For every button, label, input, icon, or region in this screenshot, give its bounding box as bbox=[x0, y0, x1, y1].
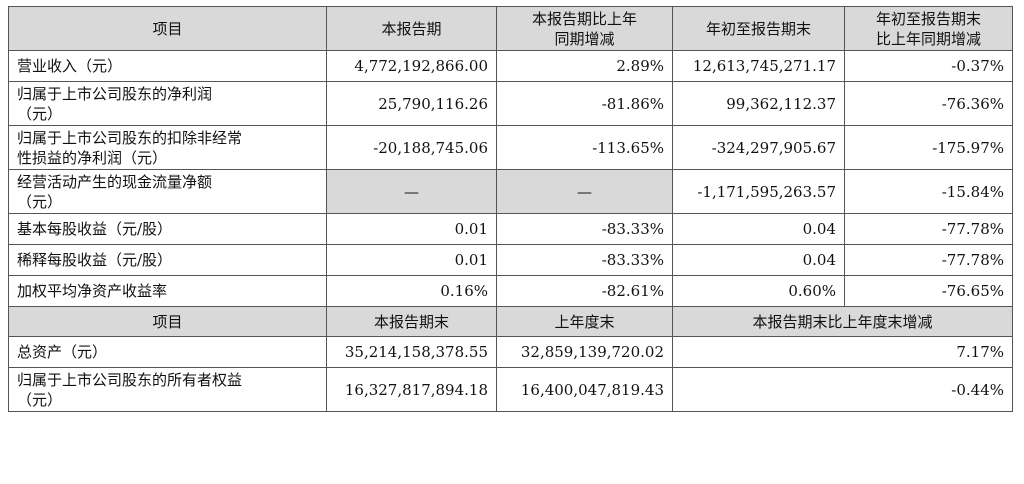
row-label: 营业收入（元） bbox=[8, 50, 327, 82]
cell-value: 0.01 bbox=[326, 244, 497, 276]
cell-value: -20,188,745.06 bbox=[326, 125, 497, 170]
cell-value: 0.16% bbox=[326, 275, 497, 307]
cell-value: -113.65% bbox=[496, 125, 673, 170]
cell-value: 12,613,745,271.17 bbox=[672, 50, 845, 82]
table-row: 稀释每股收益（元/股） 0.01 -83.33% 0.04 -77.78% bbox=[8, 244, 1013, 276]
table-header-row: 项目 本报告期 本报告期比上年 同期增减 年初至报告期末 年初至报告期末 比上年… bbox=[8, 6, 1013, 51]
table-row: 归属于上市公司股东的所有者权益 （元） 16,327,817,894.18 16… bbox=[8, 367, 1013, 412]
cell-value-empty: — bbox=[326, 169, 497, 214]
cell-value: 0.04 bbox=[672, 244, 845, 276]
cell-value: 0.01 bbox=[326, 213, 497, 245]
header-current-period-yoy: 本报告期比上年 同期增减 bbox=[496, 6, 673, 51]
cell-value-empty: — bbox=[496, 169, 673, 214]
table-row: 总资产（元） 35,214,158,378.55 32,859,139,720.… bbox=[8, 336, 1013, 368]
cell-value: 25,790,116.26 bbox=[326, 81, 497, 126]
table-row: 归属于上市公司股东的净利润 （元） 25,790,116.26 -81.86% … bbox=[8, 81, 1013, 126]
header-item: 项目 bbox=[8, 306, 327, 337]
table-row: 经营活动产生的现金流量净额 （元） — — -1,171,595,263.57 … bbox=[8, 169, 1013, 214]
header-period-end: 本报告期末 bbox=[326, 306, 497, 337]
cell-value: -76.65% bbox=[844, 275, 1013, 307]
cell-value: -175.97% bbox=[844, 125, 1013, 170]
row-label: 归属于上市公司股东的所有者权益 （元） bbox=[8, 367, 327, 412]
financial-data-table: 项目 本报告期 本报告期比上年 同期增减 年初至报告期末 年初至报告期末 比上年… bbox=[8, 6, 1013, 412]
row-label: 总资产（元） bbox=[8, 336, 327, 368]
row-label: 归属于上市公司股东的扣除非经常 性损益的净利润（元） bbox=[8, 125, 327, 170]
cell-value: 0.60% bbox=[672, 275, 845, 307]
table-row: 加权平均净资产收益率 0.16% -82.61% 0.60% -76.65% bbox=[8, 275, 1013, 307]
cell-value: -324,297,905.67 bbox=[672, 125, 845, 170]
cell-value: 0.04 bbox=[672, 213, 845, 245]
header-ytd: 年初至报告期末 bbox=[672, 6, 845, 51]
cell-value: -1,171,595,263.57 bbox=[672, 169, 845, 214]
cell-value: -76.36% bbox=[844, 81, 1013, 126]
table-row: 归属于上市公司股东的扣除非经常 性损益的净利润（元） -20,188,745.0… bbox=[8, 125, 1013, 170]
cell-value: -0.37% bbox=[844, 50, 1013, 82]
cell-value: 7.17% bbox=[672, 336, 1013, 368]
cell-value: -81.86% bbox=[496, 81, 673, 126]
table-row: 营业收入（元） 4,772,192,866.00 2.89% 12,613,74… bbox=[8, 50, 1013, 82]
cell-value: -15.84% bbox=[844, 169, 1013, 214]
cell-value: 4,772,192,866.00 bbox=[326, 50, 497, 82]
cell-value: 32,859,139,720.02 bbox=[496, 336, 673, 368]
header-prior-year-end: 上年度末 bbox=[496, 306, 673, 337]
row-label: 归属于上市公司股东的净利润 （元） bbox=[8, 81, 327, 126]
header-ytd-yoy: 年初至报告期末 比上年同期增减 bbox=[844, 6, 1013, 51]
row-label: 稀释每股收益（元/股） bbox=[8, 244, 327, 276]
header-item: 项目 bbox=[8, 6, 327, 51]
cell-value: 35,214,158,378.55 bbox=[326, 336, 497, 368]
header-current-period: 本报告期 bbox=[326, 6, 497, 51]
table-header-row: 项目 本报告期末 上年度末 本报告期末比上年度末增减 bbox=[8, 306, 1013, 337]
cell-value: 16,327,817,894.18 bbox=[326, 367, 497, 412]
cell-value: -77.78% bbox=[844, 213, 1013, 245]
cell-value: 2.89% bbox=[496, 50, 673, 82]
table-row: 基本每股收益（元/股） 0.01 -83.33% 0.04 -77.78% bbox=[8, 213, 1013, 245]
header-change-vs-prior-year-end: 本报告期末比上年度末增减 bbox=[672, 306, 1013, 337]
cell-value: -77.78% bbox=[844, 244, 1013, 276]
cell-value: 16,400,047,819.43 bbox=[496, 367, 673, 412]
cell-value: -83.33% bbox=[496, 213, 673, 245]
row-label: 加权平均净资产收益率 bbox=[8, 275, 327, 307]
cell-value: 99,362,112.37 bbox=[672, 81, 845, 126]
cell-value: -82.61% bbox=[496, 275, 673, 307]
cell-value: -0.44% bbox=[672, 367, 1013, 412]
row-label: 基本每股收益（元/股） bbox=[8, 213, 327, 245]
row-label: 经营活动产生的现金流量净额 （元） bbox=[8, 169, 327, 214]
cell-value: -83.33% bbox=[496, 244, 673, 276]
